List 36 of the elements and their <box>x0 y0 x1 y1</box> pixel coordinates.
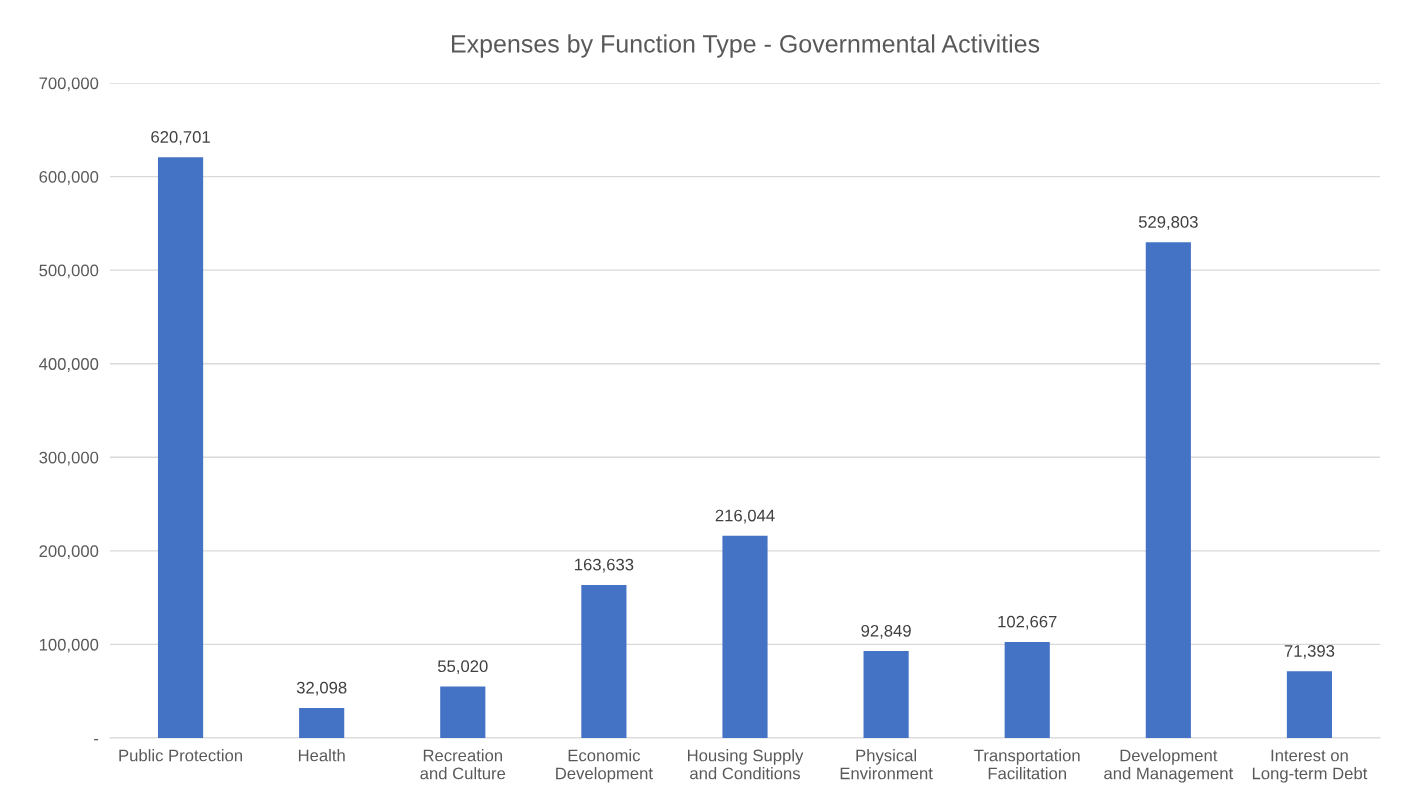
bar <box>1286 671 1333 738</box>
data-label: 32,098 <box>296 681 347 696</box>
bar <box>722 535 768 738</box>
data-label: 71,393 <box>1284 644 1335 659</box>
data-label: 620,701 <box>151 130 210 145</box>
data-label: 529,803 <box>1138 216 1198 230</box>
bar <box>157 157 204 738</box>
y-tick-label: - <box>94 738 99 741</box>
data-label: 102,667 <box>998 615 1057 630</box>
x-tick-label: Interest on Long-term Debt <box>1252 749 1368 783</box>
bar <box>440 686 486 738</box>
bar <box>581 584 627 738</box>
bar <box>863 651 909 738</box>
y-tick-label: 100,000 <box>39 638 99 653</box>
bar <box>1145 242 1191 738</box>
x-tick-label: Economic Development <box>556 749 653 783</box>
data-label: 163,633 <box>575 558 634 573</box>
x-tick-label: Public Protection <box>119 749 243 762</box>
x-tick-label: Recreation and Culture <box>420 749 506 780</box>
bar <box>299 707 345 738</box>
x-tick-label: Housing Supply and Conditions <box>688 749 804 780</box>
data-label: 92,849 <box>861 624 911 639</box>
y-tick-label: 300,000 <box>39 451 99 466</box>
chart-title: Expenses by Function Type - Governmental Activities <box>452 34 1040 58</box>
y-tick-label: 500,000 <box>39 264 99 279</box>
x-tick-label: Development and Management <box>1104 749 1234 783</box>
data-label: 55,020 <box>437 660 488 675</box>
y-tick-label: 600,000 <box>39 170 99 185</box>
data-label: 216,044 <box>715 509 775 524</box>
y-tick-label: 700,000 <box>39 77 99 92</box>
x-tick-label: Transportation Facilitation <box>974 749 1080 780</box>
x-tick-label: Health <box>298 749 345 762</box>
y-tick-label: 400,000 <box>39 358 99 372</box>
x-tick-label: Physical Environment <box>840 749 933 780</box>
y-tick-label: 200,000 <box>39 545 99 560</box>
bar <box>1004 641 1050 738</box>
